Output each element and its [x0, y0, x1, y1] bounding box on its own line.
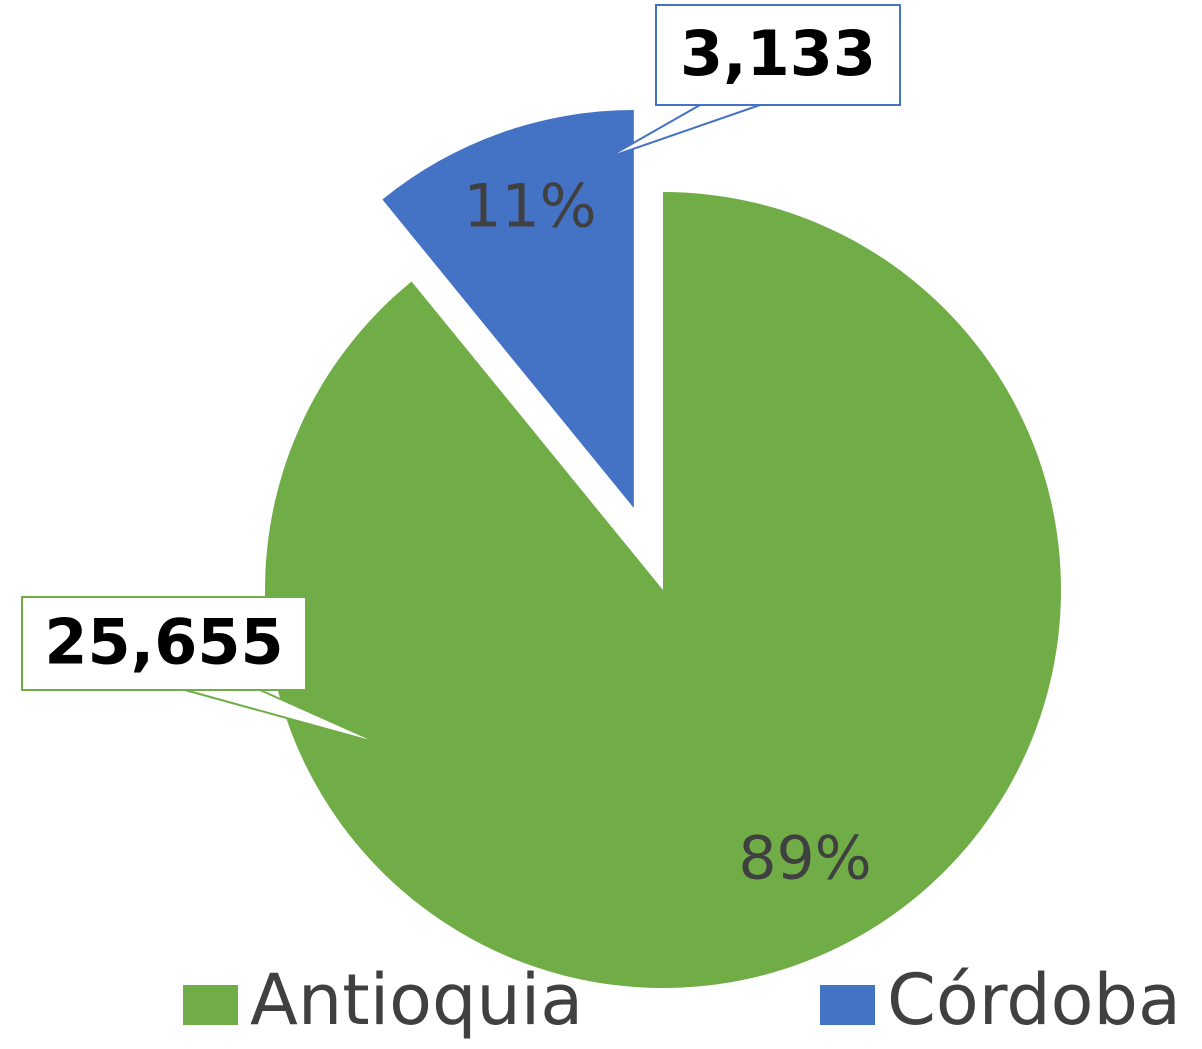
- value-label: 3,133: [680, 17, 876, 90]
- pie-slice: [264, 192, 1062, 988]
- value-label: 25,655: [44, 606, 283, 679]
- legend-swatch: [820, 985, 875, 1025]
- percent-label: 11%: [463, 172, 596, 242]
- callout-box: [21, 596, 307, 691]
- percent-label: 89%: [738, 824, 871, 894]
- callout-pointer: [184, 689, 382, 745]
- callout-box: [655, 4, 901, 106]
- legend-label: Córdoba: [887, 959, 1181, 1041]
- legend-label: Antioquia: [250, 959, 583, 1041]
- pie-slice: [382, 110, 634, 509]
- callout-pointer: [606, 104, 761, 159]
- legend-swatch: [183, 985, 238, 1025]
